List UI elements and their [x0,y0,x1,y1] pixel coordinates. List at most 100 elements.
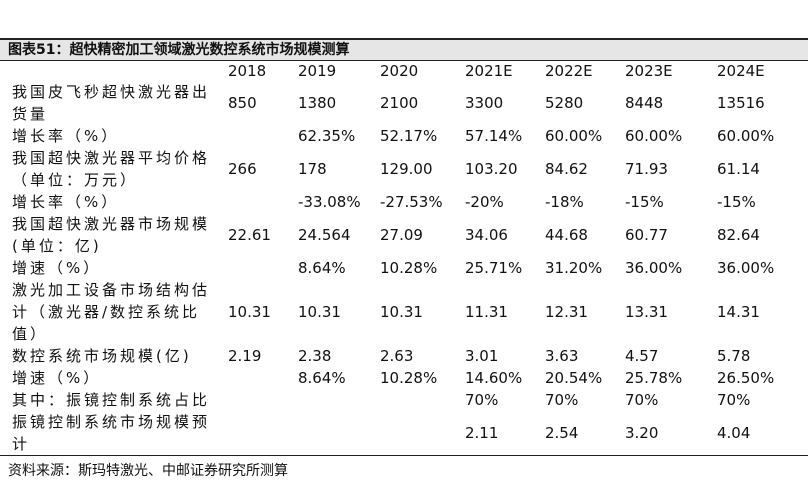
bottom-rule [0,455,808,456]
table-cell: 60.00% [717,127,775,145]
table-cell: 70% [625,391,659,409]
table-cell: 26.50% [717,369,775,387]
table-cell: 2100 [380,94,419,112]
table-cell: 266 [228,160,257,178]
table-cell: 129.00 [380,160,433,178]
row-label: 振镜控制系统市场规模预计 [12,413,211,453]
row-label: 我国超快激光器平均价格（单位：万元） [12,149,211,189]
table-row: 增速（%） 8.64% 10.28% 25.71% 31.20% 36.00% 36.00% [0,257,808,279]
table-row: 增速（%） 8.64% 10.28% 14.60% 20.54% 25.78% 26.50% [0,367,808,389]
table-cell: 31.20% [545,259,603,277]
row-label: 我国皮飞秒超快激光器出货量 [12,83,211,123]
column-header: 2020 [380,61,419,80]
table-cell: 36.00% [625,259,683,277]
table-cell: 52.17% [380,127,438,145]
table-cell: 36.00% [717,259,775,277]
table-cell: 24.564 [298,226,351,244]
row-label: 其中：振镜控制系统占比 [12,391,211,409]
table-row: 数控系统市场规模(亿) 2.19 2.38 2.63 3.01 3.63 4.57 5.78 [0,345,808,367]
table-cell: 2.38 [298,347,332,365]
table-cell: 2.54 [545,424,579,442]
table-row: 激光加工设备市场结构估计（激光器/数控系统比值） 10.31 10.31 10.31 1… [0,279,808,345]
table-cell: 14.60% [465,369,523,387]
table-cell: -20% [465,193,504,211]
table-cell: 178 [298,160,327,178]
table-cell: 14.31 [717,303,760,321]
table-cell: 8.64% [298,259,346,277]
table-cell: -33.08% [298,193,361,211]
table-cell: 25.71% [465,259,523,277]
table-cell: 60.00% [625,127,683,145]
table-cell: 10.31 [228,303,271,321]
column-header: 2019 [298,61,337,80]
source-note: 资料来源：斯玛特激光、中邮证券研究所测算 [8,463,288,479]
table-cell: 2.19 [228,347,262,365]
table-cell: 5280 [545,94,584,112]
table-cell: 10.31 [298,303,341,321]
table-cell: 60.77 [625,226,668,244]
table-row: 振镜控制系统市场规模预计 2.11 2.54 3.20 4.04 [0,411,808,455]
table-cell: 34.06 [465,226,508,244]
table-row: 我国超快激光器平均价格（单位：万元） 266 178 129.00 103.20 84.6… [0,147,808,191]
table-cell: 61.14 [717,160,760,178]
table-cell: 2.63 [380,347,414,365]
table-cell: 3.01 [465,347,499,365]
header-row: 2018 2019 2020 2021E 2022E 2023E 2024E [0,60,808,81]
table-cell: 12.31 [545,303,588,321]
table-cell: 20.54% [545,369,603,387]
table-cell: 70% [545,391,579,409]
row-label: 增速（%） [12,259,102,277]
table-cell: 3300 [465,94,504,112]
table-cell: 11.31 [465,303,508,321]
table-cell: 22.61 [228,226,271,244]
row-label: 增长率（%） [12,193,120,211]
table-cell: 8.64% [298,369,346,387]
column-header: 2022E [545,61,593,80]
table-cell: 8448 [625,94,664,112]
column-header: 2018 [228,61,267,80]
table-cell: 57.14% [465,127,523,145]
table-cell: 103.20 [465,160,518,178]
table-cell: 13516 [717,94,765,112]
column-header: 2024E [717,61,765,80]
table-cell: 10.28% [380,259,438,277]
table-row: 我国超快激光器市场规模(单位：亿) 22.61 24.564 27.09 34.06 44… [0,213,808,257]
table-cell: 70% [717,391,751,409]
table-cell: 25.78% [625,369,683,387]
row-label: 增速（%） [12,369,102,387]
table-cell: 1380 [298,94,337,112]
table-cell: 10.28% [380,369,438,387]
column-header: 2021E [465,61,513,80]
table-cell: 27.09 [380,226,423,244]
table-cell: -18% [545,193,584,211]
table-cell: 4.57 [625,347,659,365]
table-row: 我国皮飞秒超快激光器出货量 850 1380 2100 3300 5280 8448 1351… [0,81,808,125]
table-cell: 71.93 [625,160,668,178]
table-cell: -27.53% [380,193,443,211]
table-row: 其中：振镜控制系统占比 70% 70% 70% 70% [0,389,808,411]
table-cell: -15% [717,193,756,211]
table-cell: 10.31 [380,303,423,321]
table-cell: 5.78 [717,347,751,365]
table-cell: 4.04 [717,424,751,442]
table-cell: 44.68 [545,226,588,244]
table-row: 增长率（%） -33.08% -27.53% -20% -18% -15% -15% [0,191,808,213]
table-cell: 70% [465,391,499,409]
table-title: 图表51：超快精密加工领域激光数控系统市场规模测算 [0,38,808,61]
table-cell: 84.62 [545,160,588,178]
table-cell: 60.00% [545,127,603,145]
row-label: 我国超快激光器市场规模(单位：亿) [12,215,211,255]
table-row: 增长率（%） 62.35% 52.17% 57.14% 60.00% 60.00% 60.0… [0,125,808,147]
table-cell: 2.11 [465,424,499,442]
table-cell: -15% [625,193,664,211]
table-cell: 3.63 [545,347,579,365]
table-cell: 82.64 [717,226,760,244]
column-header: 2023E [625,61,673,80]
table-cell: 62.35% [298,127,356,145]
row-label: 激光加工设备市场结构估计（激光器/数控系统比值） [12,281,211,343]
row-label: 增长率（%） [12,127,120,145]
table-cell: 13.31 [625,303,668,321]
table: 2018 2019 2020 2021E 2022E 2023E 2024E 我国皮飞秒超快激… [0,60,808,455]
table-cell: 3.20 [625,424,659,442]
